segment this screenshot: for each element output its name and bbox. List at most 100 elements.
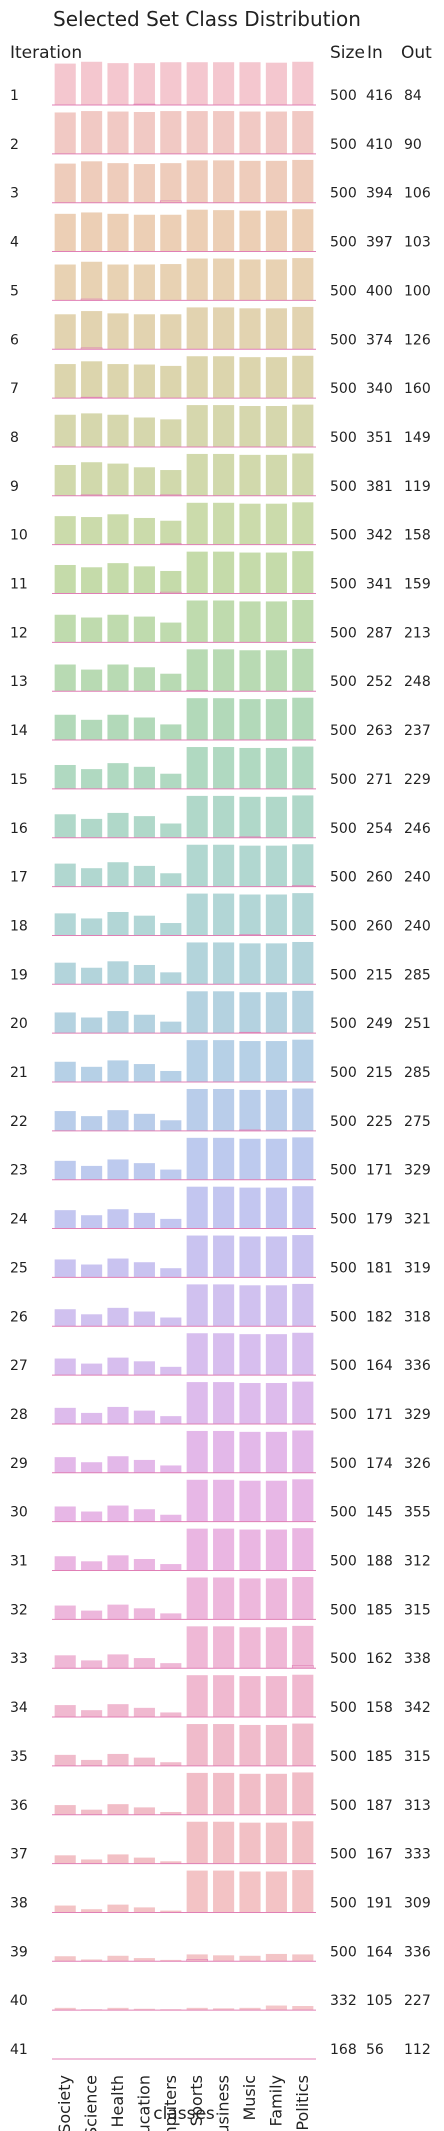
- bar-politics: [292, 990, 314, 1034]
- in-value: 410: [366, 137, 393, 153]
- bar-business: [213, 1235, 235, 1278]
- in-value: 188: [366, 1554, 393, 1570]
- bar-music: [239, 1138, 261, 1180]
- bar-education: [133, 214, 155, 252]
- bar-music: [239, 503, 261, 545]
- bar-music: [239, 1627, 261, 1669]
- iteration-label: 13: [10, 674, 28, 690]
- x-tick-business: Business: [214, 2075, 233, 2131]
- bar-sports: [186, 453, 208, 496]
- bar-education: [133, 964, 155, 985]
- bar-computers: [160, 264, 182, 301]
- iteration-label: 22: [10, 1114, 28, 1130]
- bar-sports: [186, 62, 208, 105]
- bar-society: [54, 1210, 76, 1229]
- bar-politics: [292, 1772, 314, 1815]
- iteration-row: 17 500 260 240: [10, 844, 431, 888]
- bar-computers: [160, 1366, 182, 1376]
- bar-business: [213, 502, 235, 545]
- in-value: 171: [366, 1407, 393, 1423]
- out-value: 248: [404, 674, 431, 690]
- bar-health: [107, 1555, 129, 1571]
- in-value: 171: [366, 1163, 393, 1179]
- out-value: 285: [404, 1065, 431, 1081]
- bar-health: [107, 1159, 129, 1180]
- bar-health: [107, 1904, 129, 1913]
- iteration-row: 13 500 252 248: [10, 648, 431, 692]
- iteration-label: 32: [10, 1602, 28, 1618]
- out-value: 84: [404, 88, 422, 104]
- bar-society: [54, 1309, 76, 1327]
- bar-business: [213, 844, 235, 887]
- iteration-label: 14: [10, 723, 28, 739]
- bar-politics: [292, 355, 314, 399]
- out-value: 318: [404, 1309, 431, 1325]
- bar-health: [107, 63, 129, 105]
- bar-society: [54, 962, 76, 985]
- bar-business: [213, 210, 235, 252]
- bar-health: [107, 1258, 129, 1278]
- bar-computers: [160, 520, 182, 545]
- bar-sports: [186, 307, 208, 350]
- bar-family: [265, 1187, 287, 1229]
- bar-sports: [186, 405, 208, 447]
- size-value: 500: [330, 479, 357, 495]
- bar-family: [265, 1871, 287, 1913]
- bar-education: [133, 1064, 155, 1082]
- iteration-row: 6 500 374 126: [10, 306, 431, 350]
- bar-education: [133, 616, 155, 643]
- out-value: 227: [404, 1993, 431, 2009]
- bar-music: [239, 1822, 261, 1864]
- bar-science: [81, 967, 103, 985]
- bar-computers: [160, 1317, 182, 1327]
- iteration-row: 41 168 56 112: [10, 2042, 431, 2060]
- iteration-row: 8 500 351 149: [10, 404, 431, 448]
- bar-education: [133, 364, 155, 399]
- bar-computers: [160, 1861, 182, 1864]
- bar-family: [265, 1822, 287, 1864]
- bar-family: [265, 2005, 287, 2011]
- x-tick-music: Music: [240, 2075, 259, 2121]
- bar-science: [81, 61, 103, 105]
- bar-science: [81, 1066, 103, 1082]
- in-value: 381: [366, 479, 393, 495]
- bar-business: [213, 160, 235, 203]
- bar-society: [54, 414, 76, 447]
- bar-business: [213, 258, 235, 301]
- bar-sports: [186, 1577, 208, 1620]
- size-value: 500: [330, 1847, 357, 1863]
- bar-science: [81, 1264, 103, 1278]
- bar-society: [54, 1407, 76, 1424]
- iteration-row: 10 500 342 158: [10, 502, 431, 546]
- bar-health: [107, 414, 129, 447]
- bar-sports: [186, 1040, 208, 1082]
- bar-health: [107, 1505, 129, 1522]
- bar-business: [213, 111, 235, 154]
- bar-society: [54, 1457, 76, 1473]
- bar-health: [107, 1011, 129, 1034]
- size-value: 168: [330, 2042, 357, 2058]
- bar-business: [213, 1724, 235, 1766]
- bar-science: [81, 1710, 103, 1718]
- bar-music: [239, 1041, 261, 1082]
- bar-music: [239, 406, 261, 447]
- bar-computers: [160, 1120, 182, 1131]
- bar-music: [239, 2007, 261, 2011]
- out-value: 326: [404, 1456, 431, 1472]
- out-value: 312: [404, 1554, 431, 1570]
- out-value: 90: [404, 137, 422, 153]
- bar-health: [107, 364, 129, 399]
- bar-family: [265, 1724, 287, 1766]
- in-value: 260: [366, 918, 393, 934]
- size-value: 500: [330, 1554, 357, 1570]
- bar-business: [213, 1040, 235, 1082]
- bar-health: [107, 2007, 129, 2011]
- size-value: 500: [330, 186, 357, 202]
- bar-politics: [292, 1954, 314, 1962]
- bar-education: [133, 1807, 155, 1815]
- bar-education: [133, 1608, 155, 1620]
- bar-society: [54, 1358, 76, 1376]
- bar-family: [265, 454, 287, 496]
- bar-music: [239, 1236, 261, 1278]
- bar-sports: [186, 600, 208, 643]
